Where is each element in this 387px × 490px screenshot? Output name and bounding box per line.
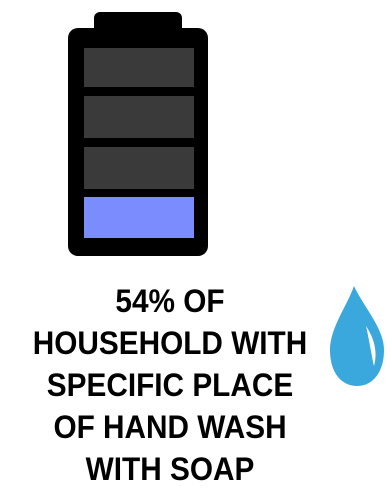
headline-line: HOUSEHOLD WITH [32,325,308,361]
battery-segment [84,96,194,138]
battery-segment [84,197,194,238]
headline-line: SPECIFIC PLACE [46,367,294,403]
battery-level-icon [68,12,208,256]
battery-segment [84,48,194,87]
headline-line: OF HAND WASH [53,409,287,445]
battery-segment [84,147,194,189]
water-drop-highlight [366,326,376,366]
headline-line: WITH SOAP [85,451,255,487]
headline-line: 54% OF [115,283,225,319]
headline: 54% OF HOUSEHOLD WITH SPECIFIC PLACE OF … [12,280,328,490]
water-drop-shape [330,286,384,386]
